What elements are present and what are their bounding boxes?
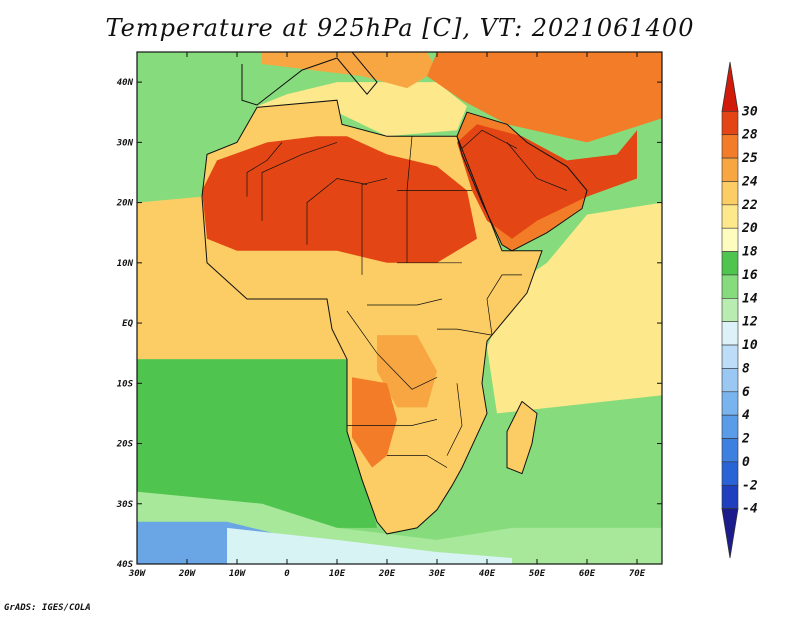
map-title: Temperature at 925hPa [C], VT: 202106140… — [105, 14, 695, 42]
grads-credit: GrADS: IGES/COLA — [4, 603, 91, 613]
country-border — [261, 142, 338, 221]
colorbar-label: 8 — [742, 361, 750, 376]
colorbar-label: 12 — [742, 315, 758, 330]
colorbar-label: 2 — [741, 432, 750, 447]
colorbar-label: 20 — [741, 221, 758, 236]
lon-tick-label: 30E — [428, 569, 446, 579]
colorbar-label: 0 — [742, 455, 750, 470]
colorbar-swatch — [721, 391, 739, 416]
colorbar-label: 18 — [742, 245, 758, 260]
colorbar-swatch — [721, 204, 739, 229]
lon-tick-label: 20E — [378, 569, 396, 579]
colorbar-label: 24 — [741, 174, 758, 189]
region-indian-ocean-green — [467, 395, 662, 528]
colorbar-label: 30 — [741, 104, 758, 119]
lon-tick-label: 40E — [479, 569, 496, 579]
colorbar-swatch — [721, 461, 739, 486]
lon-tick-label: 20W — [178, 569, 197, 579]
colorbar-label: 6 — [742, 385, 750, 400]
country-border — [486, 274, 522, 336]
colorbar-swatch — [721, 274, 739, 299]
colorbar-swatch — [721, 134, 739, 159]
lat-tick-label: 30N — [116, 138, 134, 148]
region-sahara-hot — [202, 136, 477, 263]
coastlines — [201, 52, 588, 535]
africa-coast — [201, 99, 543, 535]
country-border — [387, 455, 448, 468]
region-mediterranean — [257, 82, 467, 137]
country-border — [461, 129, 518, 149]
lat-tick-label: 10S — [117, 379, 134, 389]
madagascar-coast — [506, 401, 538, 475]
lat-tick-label: 20N — [116, 199, 134, 209]
colorbar-label: 14 — [742, 291, 758, 306]
map-area — [137, 52, 662, 564]
colorbar-label: 22 — [741, 198, 758, 213]
region-congo-orange — [377, 335, 437, 408]
region-indian-ocean-warm — [487, 202, 662, 414]
colorbar-label: 16 — [742, 268, 758, 283]
country-border — [367, 298, 443, 306]
lon-tick-label: 10E — [329, 569, 346, 579]
europe-coast — [241, 52, 378, 106]
colorbar-label: 28 — [741, 128, 758, 143]
lon-tick-label: 0 — [284, 569, 290, 579]
region-southwest-africa-hot — [352, 377, 397, 468]
colorbar-swatch — [721, 181, 739, 206]
lat-tick-label: 40N — [117, 78, 134, 88]
region-southern-ocean-pale — [227, 527, 512, 564]
colorbar-swatch — [721, 251, 739, 276]
colorbar-swatch — [721, 438, 739, 463]
region-north-atlantic-cool — [137, 52, 262, 155]
colorbar-swatch — [721, 368, 739, 393]
lat-tick-label: 10N — [117, 259, 134, 269]
country-border — [306, 178, 368, 245]
colorbar-swatch — [721, 111, 739, 136]
country-border — [347, 419, 438, 426]
colorbar-label: 10 — [742, 338, 758, 353]
lon-tick-label: 60E — [579, 569, 596, 579]
lon-tick-label: 30W — [128, 569, 147, 579]
colorbar-swatch — [721, 321, 739, 346]
region-tropical-atlantic — [137, 196, 347, 360]
colorbar-swatch — [721, 484, 739, 509]
arabia-coast — [456, 111, 588, 252]
colorbar-label: 25 — [741, 151, 758, 166]
region-arabia-hot — [457, 124, 637, 239]
country-border — [361, 178, 388, 275]
country-border — [446, 383, 463, 456]
country-border — [346, 310, 438, 390]
lon-tick-label: 10W — [229, 569, 247, 579]
region-madagascar — [507, 401, 537, 474]
latitude-axis: 40N 30N 20N 10N EQ 10S 20S 30S 40S — [116, 78, 662, 570]
lat-tick-label: 20S — [116, 440, 134, 450]
country-borders — [246, 129, 568, 468]
country-border — [506, 142, 568, 191]
region-europe-warm — [262, 52, 437, 89]
colorbar-swatch — [721, 414, 739, 439]
lat-tick-label: EQ — [122, 319, 133, 329]
region-turkey-iran-hot — [427, 52, 662, 143]
country-border — [246, 142, 283, 197]
country-border — [437, 328, 493, 336]
longitude-axis: 30W 20W 10W 0 10E 20E 30E 40E 50E 60E 70E — [128, 52, 646, 579]
lon-tick-label: 50E — [529, 569, 546, 579]
colorbar-swatch — [721, 157, 739, 182]
colorbar-swatch — [721, 344, 739, 369]
colorbar-label: 4 — [742, 408, 750, 423]
lon-tick-label: 70E — [629, 569, 646, 579]
lat-tick-label: 40S — [117, 560, 134, 570]
region-south-atlantic-green — [137, 359, 377, 528]
colorbar-swatch — [721, 298, 739, 322]
colorbar-bottom-arrow — [721, 508, 739, 559]
colorbar-swatch — [721, 227, 739, 252]
colorbar-top-arrow — [721, 61, 739, 112]
lat-tick-label: 30S — [116, 500, 134, 510]
map-frame — [136, 51, 663, 565]
colorbar-label: -4 — [742, 502, 758, 517]
temperature-fields — [137, 52, 662, 564]
colorbar-label: -2 — [742, 478, 758, 493]
